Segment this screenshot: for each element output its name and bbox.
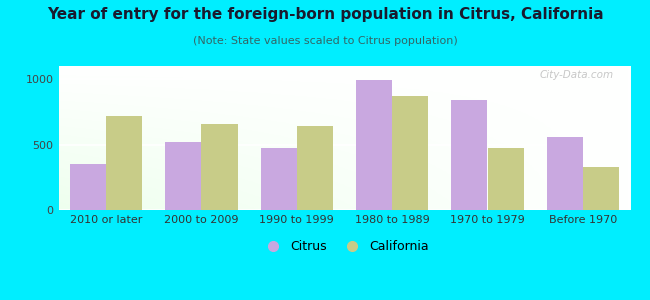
Legend: Citrus, California: Citrus, California: [255, 236, 434, 259]
Bar: [106, 116, 142, 210]
Text: (Note: State values scaled to Citrus population): (Note: State values scaled to Citrus pop…: [192, 36, 458, 46]
Bar: [297, 126, 333, 210]
Bar: [261, 148, 297, 210]
Bar: [356, 80, 392, 210]
Text: City-Data.com: City-Data.com: [540, 70, 614, 80]
Bar: [165, 142, 202, 210]
Bar: [202, 124, 238, 210]
Bar: [70, 164, 106, 210]
Bar: [451, 100, 488, 210]
Bar: [583, 167, 619, 210]
Bar: [547, 137, 583, 210]
Text: Year of entry for the foreign-born population in Citrus, California: Year of entry for the foreign-born popul…: [47, 8, 603, 22]
Bar: [392, 96, 428, 210]
Bar: [488, 148, 524, 210]
